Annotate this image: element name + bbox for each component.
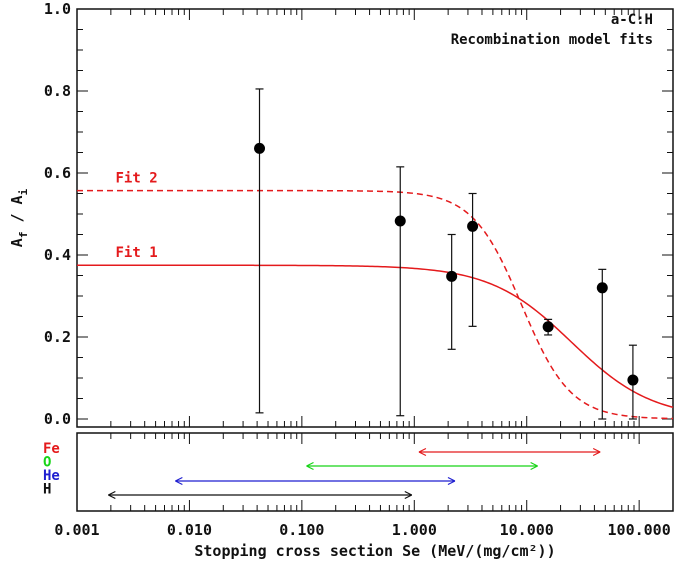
ion-range-arrowhead [447, 476, 456, 486]
ion-range-arrowhead [592, 447, 601, 457]
axis-tick-labels: 0.001 0.010 0.100 1.000 10.000 100.000 0.0 0.2 0… [44, 0, 671, 539]
fit-curve-fit-1 [77, 264, 674, 409]
ion-label: Fe [43, 441, 60, 457]
y-axis-label-main: A [8, 238, 26, 247]
ion-label: H [43, 482, 51, 498]
annotation-title: Recombination model fits [451, 32, 653, 48]
ion-range-arrowhead [404, 490, 413, 500]
ion-range-arrowhead [530, 461, 538, 471]
main-plot-frame [76, 8, 674, 428]
x-tick-label: 100.000 [608, 521, 671, 539]
x-tick-label: 0.100 [279, 521, 324, 539]
data-point [254, 142, 266, 154]
data-point [542, 321, 554, 333]
y-tick-label: 0.4 [44, 246, 71, 264]
fit-label: Fit 2 [115, 170, 157, 186]
y-axis-label-sub-f: f [17, 232, 30, 239]
ion-range-arrowhead [108, 490, 116, 500]
y-axis-label: Af / Ai [8, 188, 30, 247]
axis-ticks [76, 8, 674, 511]
fit-label: Fit 1 [115, 245, 157, 261]
y-tick-label: 0.0 [44, 410, 71, 428]
fit-curves: Fit 1 Fit 2 [77, 170, 674, 420]
x-tick-label: 1.000 [392, 521, 437, 539]
x-axis-label: Stopping cross section Se (MeV/(mg/cm²)) [194, 542, 555, 560]
x-tick-label: 0.001 [54, 521, 99, 539]
data-point [394, 215, 406, 227]
data-point [596, 282, 608, 294]
ion-label: O [43, 455, 51, 471]
data-point [467, 220, 479, 232]
y-tick-label: 0.6 [44, 164, 71, 182]
ion-label: He [43, 468, 60, 484]
y-axis-label-slash: / A [8, 195, 26, 231]
fit-curve-fit-2 [77, 189, 674, 420]
ion-range-arrowhead [418, 447, 427, 457]
y-tick-label: 1.0 [44, 0, 71, 18]
data-point [627, 374, 639, 386]
x-tick-label: 10.000 [500, 521, 554, 539]
y-tick-label: 0.2 [44, 328, 71, 346]
ion-range-arrowhead [175, 476, 183, 486]
data-point [446, 270, 458, 282]
ion-range-panel-frame [76, 432, 674, 512]
data-points [254, 88, 639, 420]
y-axis-label-sub-i: i [17, 188, 30, 195]
ion-range-arrowhead [306, 461, 314, 471]
y-tick-label: 0.8 [44, 82, 71, 100]
x-tick-label: 0.010 [167, 521, 212, 539]
annotation-material: a-C:H [611, 12, 653, 28]
